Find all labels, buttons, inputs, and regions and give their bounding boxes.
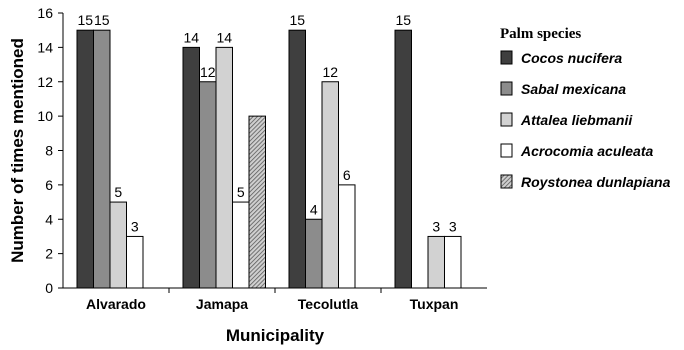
y-axis: 0 2 4 6 8 10 12 14 16: [37, 5, 64, 296]
legend-swatch: [500, 50, 513, 65]
x-tick-label: Alvarado: [86, 296, 146, 312]
data-label: 3: [449, 218, 457, 234]
bar: [109, 201, 127, 289]
y-tick-label: 4: [45, 211, 53, 227]
y-tick-label: 16: [37, 5, 53, 21]
data-label: 5: [114, 184, 122, 200]
legend-label: Cocos nucifera: [521, 50, 622, 66]
bar: [444, 235, 462, 289]
legend-label: Roystonea dunlapiana: [521, 174, 671, 190]
legend-swatch: [500, 112, 513, 127]
legend-swatch: [500, 174, 513, 189]
bar: [288, 29, 306, 289]
legend-swatch: [500, 81, 513, 96]
legend-title: Palm species: [500, 26, 581, 42]
data-label: 15: [395, 12, 411, 28]
data-label: 15: [77, 12, 93, 28]
legend-label: Sabal mexicana: [521, 81, 626, 97]
y-tick-label: 6: [45, 177, 53, 193]
legend: Palm species Cocos nucifera Sabal mexican…: [500, 26, 671, 190]
bar: [199, 81, 217, 289]
y-tick-label: 12: [37, 74, 53, 90]
bar: [126, 235, 144, 289]
data-label: 4: [310, 201, 318, 217]
data-label: 3: [131, 218, 139, 234]
bar: [182, 46, 200, 289]
y-tick-label: 8: [45, 143, 53, 159]
y-axis-title: Number of times mentioned: [8, 38, 27, 263]
bar: [321, 81, 339, 289]
data-label: 5: [237, 184, 245, 200]
y-tick-label: 14: [37, 39, 53, 55]
data-label: 14: [183, 29, 199, 45]
data-label: 15: [94, 12, 110, 28]
data-label: 14: [216, 29, 232, 45]
legend-swatch: [500, 143, 513, 158]
data-label: 12: [200, 64, 216, 80]
bar: [394, 29, 412, 289]
x-tick-label: Jamapa: [196, 296, 248, 312]
x-axis-title: Municipality: [226, 326, 325, 345]
bar: [338, 184, 356, 289]
data-label: 6: [343, 167, 351, 183]
x-tick-label: Tuxpan: [410, 296, 459, 312]
bar: [248, 115, 266, 289]
y-tick-label: 0: [45, 280, 53, 296]
bar: [305, 218, 323, 289]
bar: [93, 29, 111, 289]
data-label: 12: [322, 64, 338, 80]
bar: [232, 201, 250, 289]
y-tick-label: 10: [37, 108, 53, 124]
legend-label: Acrocomia aculeata: [520, 143, 653, 159]
data-label: 3: [432, 218, 440, 234]
bar: [427, 235, 445, 289]
x-tick-label: Tecolutla: [298, 296, 359, 312]
legend-label: Attalea liebmanii: [520, 112, 633, 128]
bar: [76, 29, 94, 289]
y-tick-label: 2: [45, 246, 53, 262]
x-axis: Alvarado Jamapa Tecolutla Tuxpan: [63, 287, 487, 312]
data-label: 15: [289, 12, 305, 28]
bar: [215, 46, 233, 289]
